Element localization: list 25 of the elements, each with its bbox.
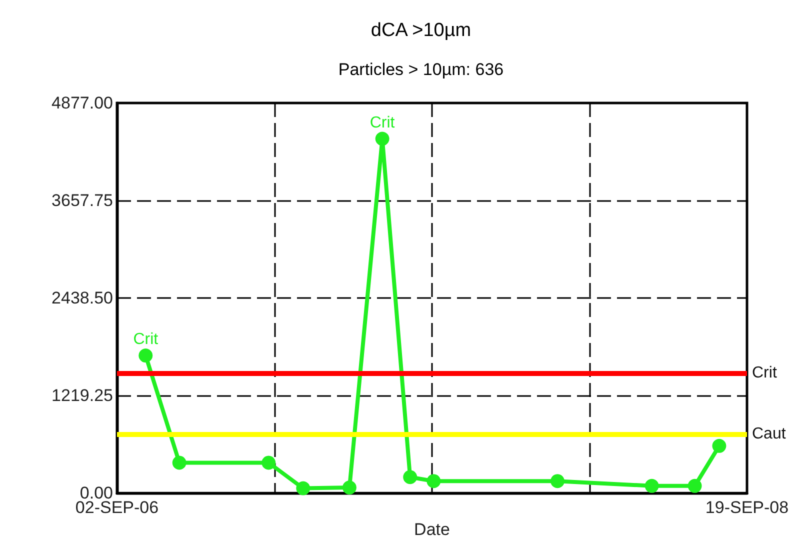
annotation: Crit: [133, 331, 159, 348]
chart-title: dCA >10µm: [370, 20, 472, 41]
y-tick-label: 4877.00: [52, 94, 113, 112]
point: [262, 456, 276, 470]
ref-line-label: Caut: [752, 425, 786, 442]
point: [712, 438, 726, 453]
y-tick-label: 1219.25: [52, 386, 113, 406]
point: [550, 474, 564, 488]
ref-line-label: Crit: [752, 364, 778, 382]
point: [403, 470, 418, 484]
point: [426, 474, 441, 488]
point: [138, 348, 153, 363]
point: [644, 478, 659, 493]
chart-subtitle: Particles > 10µm: 636: [338, 60, 504, 79]
annotation: Crit: [370, 114, 396, 132]
point: [172, 456, 186, 470]
y-tick-label: 2438.50: [52, 288, 113, 308]
point: [296, 481, 310, 496]
point: [342, 480, 356, 494]
x-tick-label: 02-SEP-06: [75, 498, 159, 518]
x-axis-title: Date: [414, 520, 450, 539]
point: [688, 478, 702, 493]
x-tick-label: 19-SEP-08: [705, 498, 789, 518]
point: [375, 132, 390, 146]
y-tick-label: 3657.75: [52, 191, 113, 210]
